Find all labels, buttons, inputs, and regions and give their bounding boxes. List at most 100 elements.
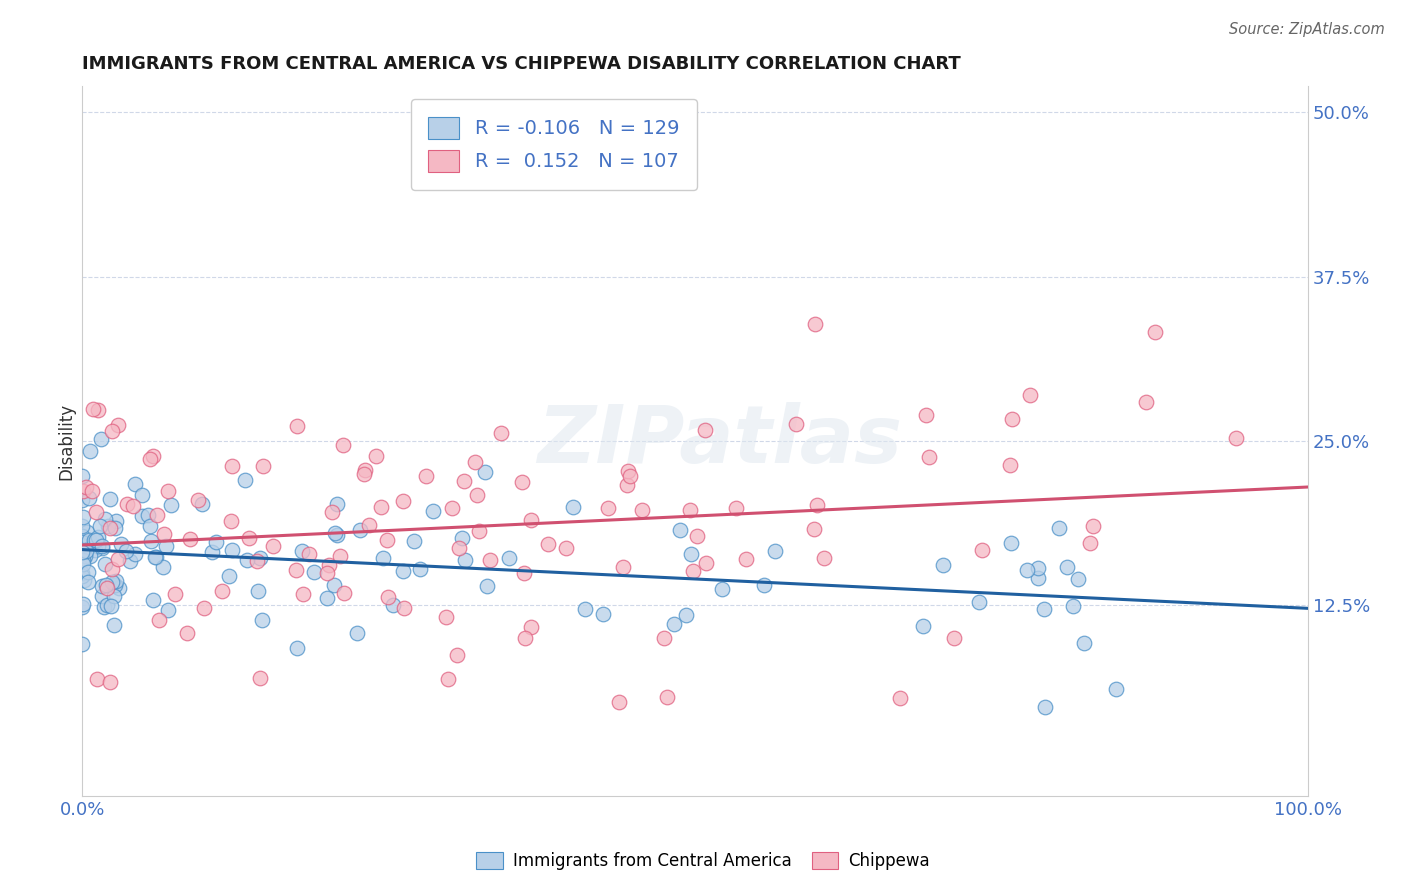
Point [205,535,228,549]
Point [103,578,125,592]
Point [72,529,94,543]
Point [238,531,260,545]
Point [73,574,96,588]
Point [139,534,162,549]
Point [381,598,404,612]
Point [607,695,630,709]
Point [408,562,430,576]
Point [291,544,314,558]
Point [87,530,110,544]
Point [73,549,96,563]
Point [138,519,160,533]
Point [422,504,444,518]
Point [574,602,596,616]
Point [142,450,165,464]
Point [70,519,93,533]
Point [115,497,138,511]
Point [91,579,114,593]
Point [72,483,94,498]
Point [249,671,271,685]
Point [932,558,955,573]
Point [474,465,496,479]
Point [100,562,122,576]
Point [90,433,112,447]
Point [221,458,243,473]
Point [79,443,101,458]
Point [1056,560,1078,574]
Point [326,497,349,511]
Point [1104,681,1126,696]
Point [105,514,128,528]
Point [333,586,356,600]
Point [804,317,827,331]
Point [250,613,273,627]
Point [612,560,634,574]
Point [115,544,138,558]
Point [262,539,284,553]
Point [72,599,94,614]
Point [70,535,93,549]
Text: IMMIGRANTS FROM CENTRAL AMERICA VS CHIPPEWA DISABILITY CORRELATION CHART: IMMIGRANTS FROM CENTRAL AMERICA VS CHIPP… [82,55,960,73]
Text: ZIPatlas: ZIPatlas [537,402,901,480]
Point [103,618,125,632]
Point [304,565,326,579]
Point [221,543,243,558]
Point [346,625,368,640]
Point [440,501,463,516]
Point [176,626,198,640]
Point [70,552,93,566]
Point [392,494,415,508]
Point [107,552,129,566]
Point [70,545,93,559]
Point [142,593,165,607]
Point [83,533,105,547]
Point [326,527,349,541]
Point [970,543,993,558]
Point [1028,561,1050,575]
Point [513,566,536,580]
Point [70,492,93,507]
Point [520,512,543,526]
Point [156,483,179,498]
Point [318,558,340,572]
Point [889,690,911,705]
Point [90,539,112,553]
Point [76,525,98,540]
Point [1144,325,1167,339]
Point [100,599,122,614]
Point [124,477,146,491]
Point [87,539,110,553]
Point [104,574,127,588]
Point [76,565,98,579]
Point [72,468,94,483]
Point [73,539,96,553]
Point [94,512,117,526]
Point [156,603,179,617]
Point [617,464,640,478]
Point [513,631,536,645]
Point [104,577,127,591]
Point [108,581,131,595]
Point [201,545,224,559]
Legend: R = -0.106   N = 129, R =  0.152   N = 107: R = -0.106 N = 129, R = 0.152 N = 107 [411,99,697,190]
Point [803,522,825,536]
Point [763,543,786,558]
Point [402,534,425,549]
Point [657,690,679,704]
Point [82,483,104,498]
Point [211,584,233,599]
Point [82,402,104,417]
Point [94,558,117,572]
Point [711,582,734,597]
Point [555,541,578,555]
Point [107,417,129,432]
Point [725,500,748,515]
Point [148,613,170,627]
Point [479,553,502,567]
Point [510,475,533,489]
Point [86,504,108,518]
Point [1032,602,1054,616]
Point [998,458,1021,472]
Point [1135,395,1157,409]
Point [366,449,388,463]
